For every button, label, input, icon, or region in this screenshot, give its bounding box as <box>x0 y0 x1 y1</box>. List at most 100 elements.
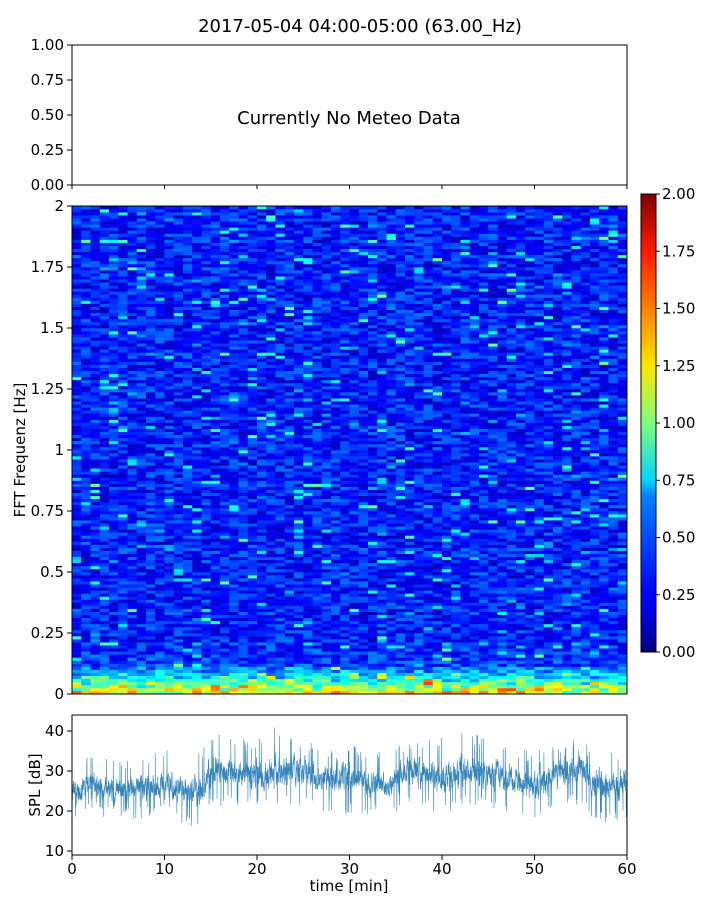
spectrogram-cell <box>543 480 554 484</box>
spectrogram-cell <box>358 498 369 503</box>
spectrogram-cell <box>238 657 249 661</box>
spectrogram-cell <box>118 581 128 585</box>
spectrogram-cell <box>127 532 138 536</box>
spectrogram-cell <box>479 639 489 643</box>
spectrogram-cell <box>303 639 313 643</box>
spectrogram-cell <box>210 666 221 670</box>
spectrogram-cell <box>275 636 286 640</box>
spectrogram-cell <box>321 556 332 561</box>
spectrogram-cell <box>284 468 295 472</box>
spectrogram-cell <box>164 660 175 664</box>
spectrogram-cell <box>303 681 313 686</box>
spectrogram-cell <box>423 642 434 646</box>
spectrogram-cell <box>81 486 91 490</box>
spectrogram-cell <box>349 565 360 570</box>
spectrogram-cell <box>497 556 508 561</box>
spectrogram-cell <box>201 517 212 521</box>
spectrogram-cell <box>109 562 119 567</box>
spectrogram-cell <box>146 471 156 475</box>
spectrogram-cell <box>377 550 387 554</box>
spectrogram-cell <box>451 584 461 588</box>
spectrogram-cell <box>118 678 128 683</box>
spectrogram-cell <box>284 620 295 625</box>
spectrogram-cell <box>294 501 304 506</box>
spectrogram-cell <box>479 645 489 649</box>
spectrogram-cell <box>414 553 424 558</box>
spectrogram-cell <box>349 645 360 649</box>
spectrogram-cell <box>432 690 443 695</box>
spectrogram-cell <box>201 541 212 545</box>
spectrogram-cell <box>368 483 378 487</box>
spectrogram-cell <box>377 511 387 515</box>
spectrogram-cell <box>331 456 341 460</box>
spectrogram-cell <box>414 675 424 680</box>
spectrogram-cell <box>516 541 526 545</box>
spectrogram-cell <box>377 633 387 637</box>
spectrogram-cell <box>580 642 591 646</box>
spectrogram-cell <box>497 517 508 521</box>
spectrogram-cell <box>72 611 82 615</box>
spectrogram-cell <box>90 489 101 493</box>
spectrogram-cell <box>479 608 489 612</box>
spectrogram-cell <box>136 605 147 609</box>
spectrogram-cell <box>294 620 304 625</box>
spectrogram-cell <box>349 657 360 661</box>
spectrogram-cell <box>543 489 554 493</box>
spectrogram-cell <box>562 480 572 484</box>
spectrogram-cell <box>497 474 508 478</box>
spectrogram-cell <box>321 660 332 664</box>
spectrogram-cell <box>81 565 91 570</box>
spectrogram-cell <box>432 684 443 689</box>
spectrogram-cell <box>608 483 619 487</box>
spectrogram-cell <box>451 511 461 515</box>
spectrogram-cell <box>516 489 526 493</box>
spectrogram-cell <box>525 587 535 591</box>
spectrogram-cell <box>386 663 397 667</box>
spectrogram-cell <box>155 477 165 481</box>
spectrogram-cell <box>553 645 563 649</box>
spectrogram-cell <box>99 617 110 622</box>
spectrogram-cell <box>479 648 489 652</box>
spectrogram-cell <box>229 623 239 628</box>
spectrogram-cell <box>173 520 184 524</box>
spectrogram-cell <box>266 526 276 530</box>
spectrogram-cell <box>146 657 156 661</box>
spectrogram-cell <box>358 614 369 619</box>
spectrogram-cell <box>183 480 193 484</box>
spectrogram-cell <box>331 669 341 673</box>
spectrogram-cell <box>599 620 609 625</box>
spectrogram-cell <box>164 605 175 609</box>
spectrogram-cell <box>368 468 378 472</box>
spectrogram-cell <box>349 599 360 603</box>
spectrogram-cell <box>192 541 202 545</box>
spectrogram-cell <box>155 684 165 689</box>
spectrogram-cell <box>451 672 461 676</box>
spectrogram-cell <box>266 578 276 582</box>
spectrogram-cell <box>183 456 193 460</box>
spectrogram-cell <box>395 538 406 542</box>
spectrogram-cell <box>432 645 443 649</box>
spectrogram-cell <box>516 642 526 646</box>
spectrogram-cell <box>599 669 609 673</box>
spectrogram-cell <box>321 562 332 567</box>
spectrogram-cell <box>312 544 323 548</box>
spectrogram-cell <box>173 572 184 576</box>
spectrogram-cell <box>155 654 165 658</box>
meteo-ticks: 0.000.250.500.751.00 <box>31 36 628 194</box>
spectrogram-cell <box>109 639 119 643</box>
spectrogram-cell <box>543 507 554 512</box>
spectrogram-cell <box>118 446 128 451</box>
spectrogram-cell <box>340 645 350 649</box>
spectrogram-cell <box>451 660 461 664</box>
spectrogram-cell <box>183 678 193 683</box>
spectrogram-cell <box>543 645 554 649</box>
spectrogram-cell <box>303 450 313 454</box>
spectrogram-cell <box>368 553 378 558</box>
spectrogram-cell <box>275 633 286 637</box>
spectrogram-cell <box>442 517 452 521</box>
spectrogram-cell <box>99 532 110 536</box>
spectrogram-cell <box>118 684 128 689</box>
spectrogram-cell <box>608 657 619 661</box>
spectrogram-cell <box>442 629 452 634</box>
spectrogram-cell <box>571 514 582 518</box>
